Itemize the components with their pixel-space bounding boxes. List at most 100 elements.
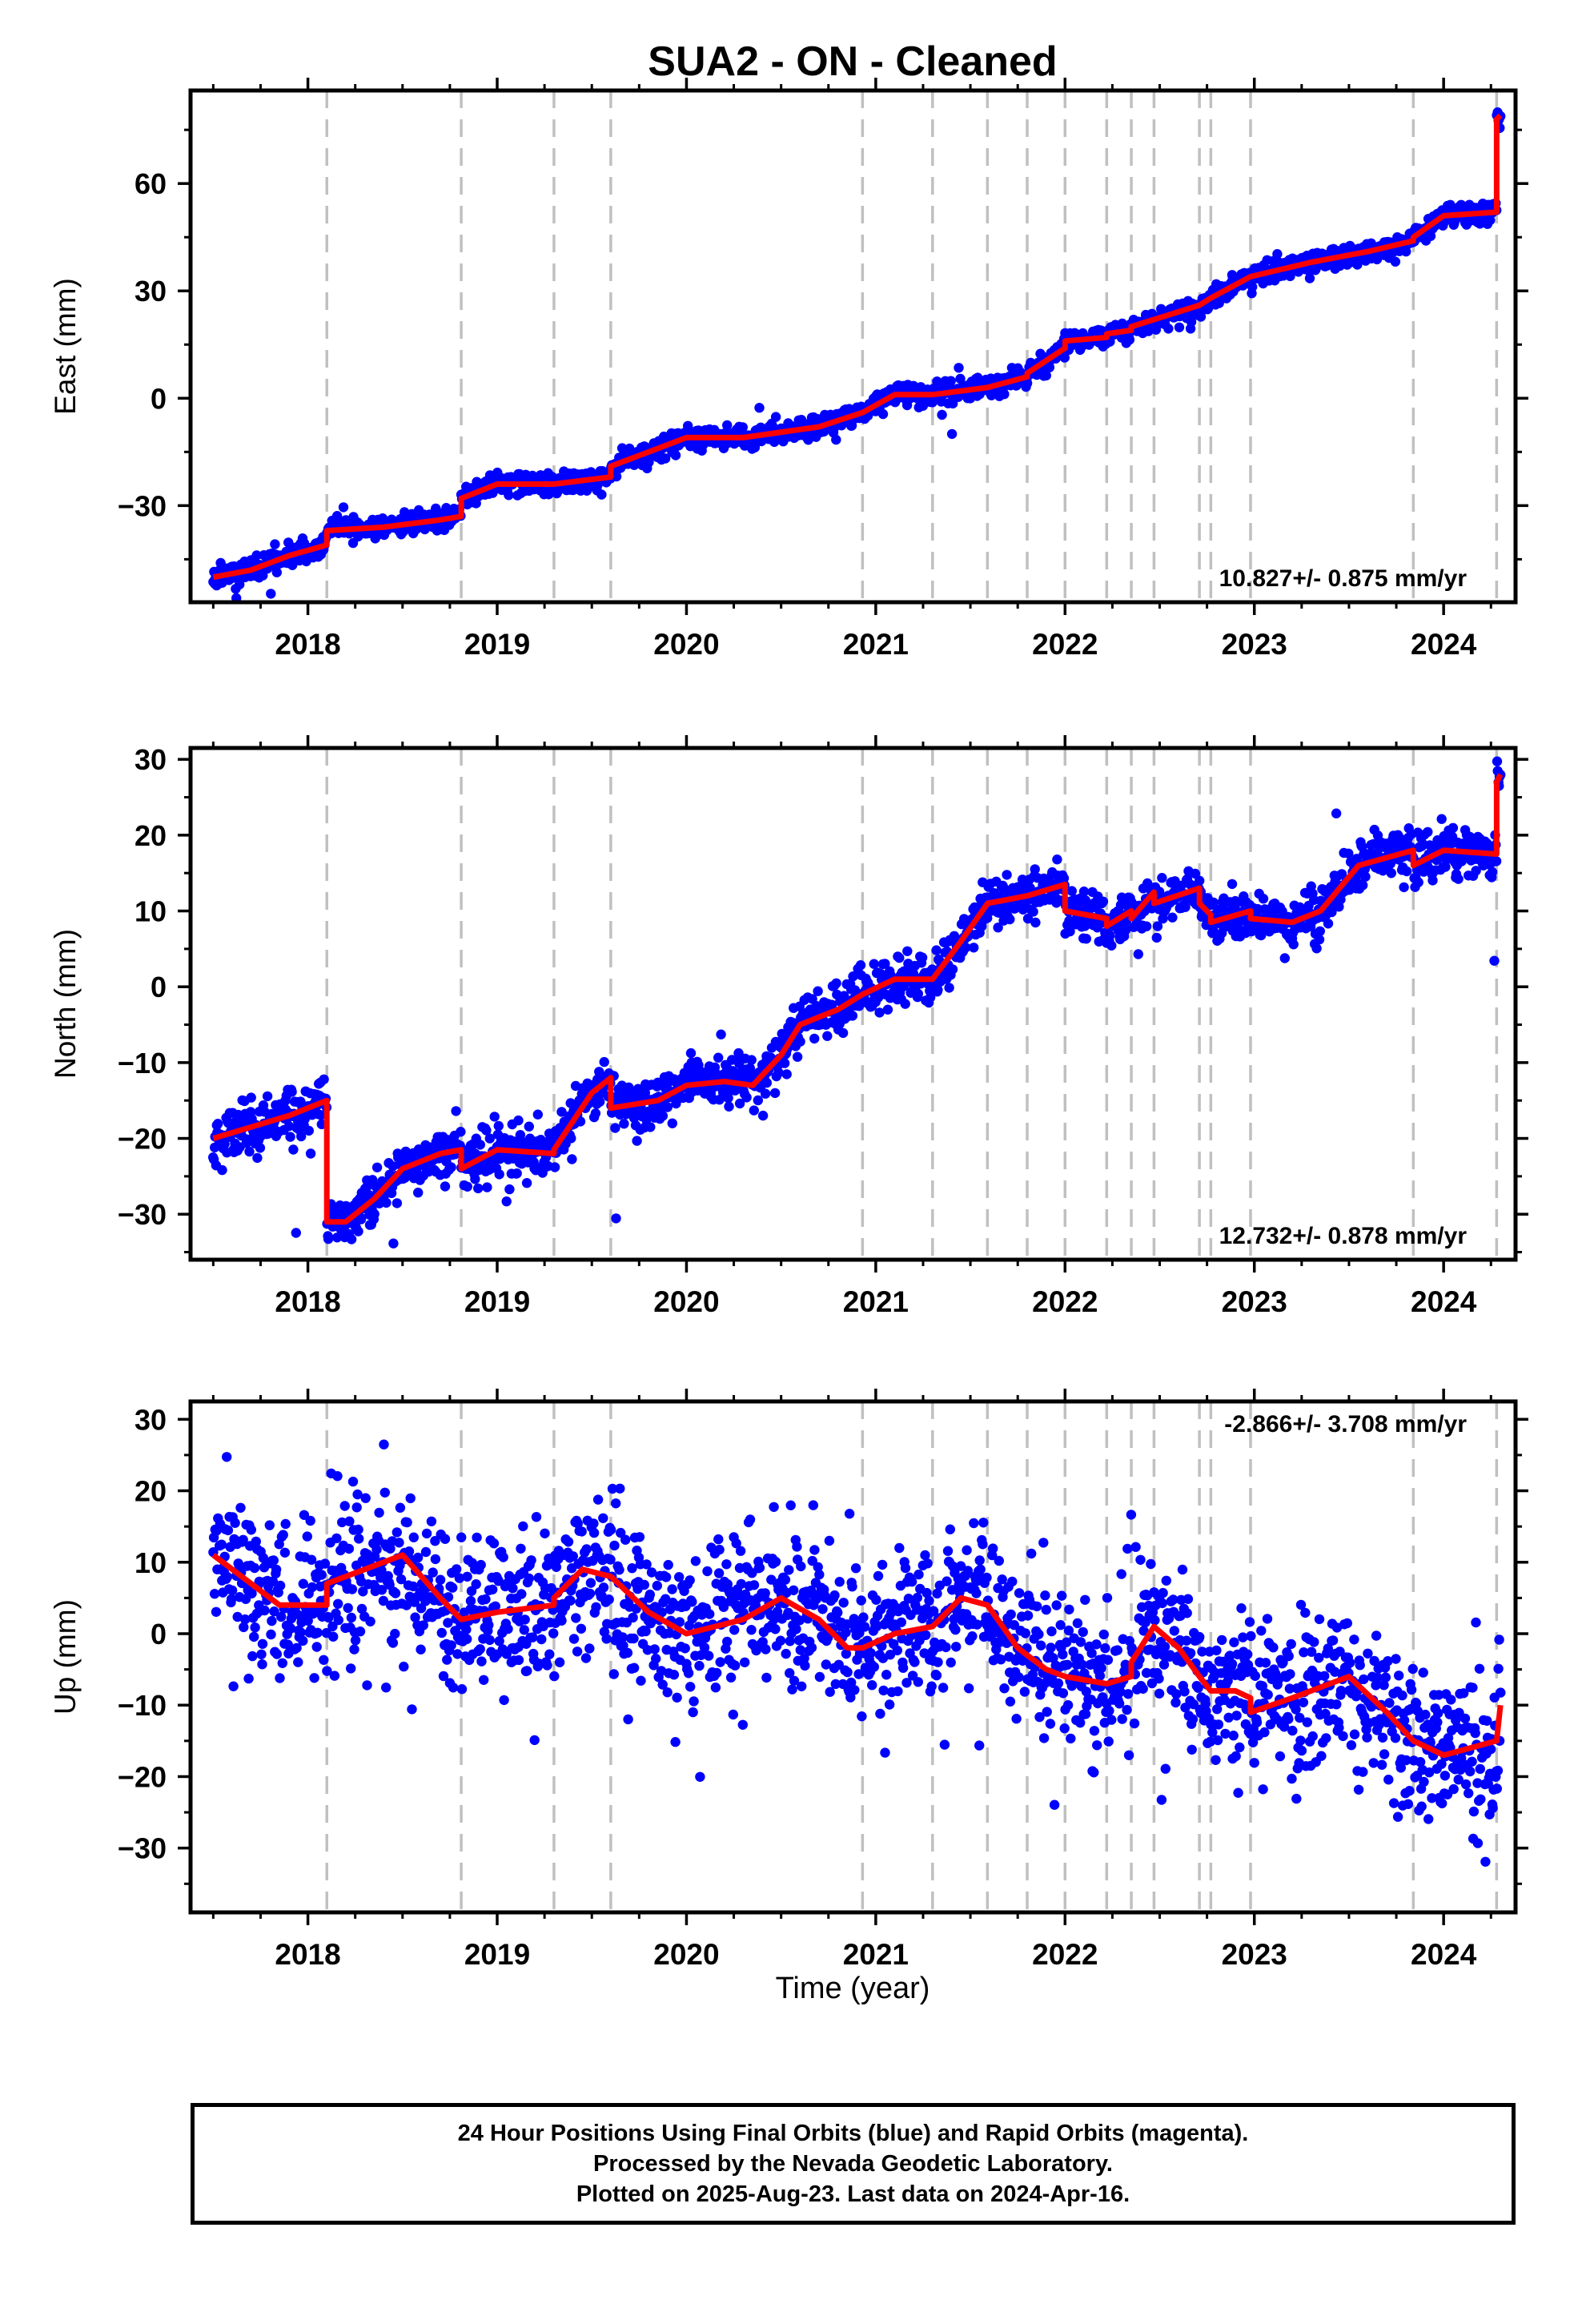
data-point: [694, 1660, 705, 1671]
data-point: [729, 1625, 740, 1635]
data-point: [575, 1116, 586, 1127]
data-point: [244, 1146, 255, 1157]
data-point: [620, 1534, 631, 1545]
data-point: [387, 1638, 399, 1648]
data-point: [1208, 897, 1219, 908]
data-point: [646, 1567, 657, 1578]
data-point: [390, 1628, 400, 1639]
data-point: [1447, 822, 1459, 834]
data-point: [674, 1572, 685, 1582]
data-point: [821, 1659, 832, 1670]
data-point: [663, 1559, 673, 1570]
data-point: [847, 1011, 858, 1021]
data-point: [822, 1632, 833, 1643]
data-point: [407, 1704, 417, 1715]
data-point: [728, 1709, 738, 1720]
data-point: [1323, 919, 1334, 929]
data-point: [640, 1088, 650, 1098]
data-point: [489, 1112, 500, 1122]
data-point: [556, 1615, 567, 1626]
data-point: [946, 376, 956, 386]
data-point: [402, 1517, 412, 1528]
step-lines: [325, 90, 1499, 602]
data-point: [331, 511, 343, 521]
data-point: [333, 1614, 343, 1626]
data-point: [528, 1632, 538, 1642]
data-point: [814, 1570, 825, 1580]
data-point: [522, 1666, 532, 1676]
data-point: [619, 1119, 629, 1129]
data-point: [332, 1471, 343, 1482]
data-point: [724, 1101, 734, 1112]
data-point: [672, 1692, 682, 1703]
data-point: [609, 1540, 620, 1551]
data-point: [754, 1562, 765, 1573]
data-point: [693, 1059, 704, 1071]
data-point: [657, 1679, 668, 1690]
data-point: [628, 1612, 638, 1623]
data-point: [761, 1077, 772, 1088]
data-point: [775, 1635, 786, 1646]
data-point: [1041, 370, 1052, 381]
data-point: [524, 1121, 534, 1132]
data-point: [394, 1538, 404, 1548]
data-point: [503, 1623, 513, 1634]
data-point: [572, 1647, 583, 1657]
data-point: [428, 1567, 438, 1578]
data-point: [615, 1483, 625, 1494]
data-point: [1167, 912, 1178, 923]
data-point: [1133, 949, 1144, 959]
axes-frame: [188, 88, 1518, 605]
data-point: [356, 1603, 367, 1614]
data-point: [1065, 926, 1075, 937]
data-point: [396, 1574, 407, 1585]
data-point: [328, 1631, 339, 1642]
data-point: [795, 1645, 805, 1655]
data-point: [362, 1680, 372, 1691]
data-point: [472, 1532, 482, 1543]
data-point: [448, 1582, 458, 1593]
data-point: [303, 1125, 314, 1136]
data-point: [222, 1452, 232, 1462]
data-point: [769, 1088, 781, 1099]
data-point: [243, 1673, 254, 1684]
data-point: [352, 1489, 363, 1500]
data-point: [454, 1573, 465, 1583]
x-tick-label: 2018: [275, 628, 340, 661]
data-point: [283, 1121, 295, 1132]
data-point: [805, 1585, 817, 1596]
data-point: [420, 1546, 432, 1558]
data-point: [256, 1649, 267, 1659]
x-tick-label: 2023: [1222, 628, 1287, 661]
data-point: [399, 1661, 409, 1672]
data-point: [309, 1673, 319, 1683]
x-tick-label: 2020: [653, 628, 719, 661]
data-point: [734, 1098, 745, 1109]
data-point: [493, 1120, 504, 1132]
x-tick-label: 2023: [1222, 1285, 1287, 1318]
data-point: [781, 1069, 792, 1080]
data-point: [476, 1656, 487, 1667]
data-point: [338, 502, 349, 513]
data-point: [346, 1612, 357, 1623]
data-point: [438, 1671, 449, 1682]
data-point: [1152, 921, 1163, 931]
data-point: [293, 1657, 303, 1667]
data-point: [358, 1586, 368, 1597]
data-point: [932, 376, 942, 387]
data-point: [1195, 875, 1205, 887]
data-point: [448, 1683, 459, 1693]
data-point: [223, 1525, 234, 1536]
data-point: [1044, 362, 1055, 372]
data-point: [690, 1556, 701, 1566]
data-point: [576, 1526, 587, 1537]
x-tick-label: 2022: [1032, 628, 1098, 661]
data-point: [605, 1525, 616, 1535]
data-point: [817, 1604, 828, 1614]
data-point: [627, 1563, 637, 1574]
data-point: [376, 1585, 387, 1595]
data-point: [660, 453, 671, 464]
rate-label: 10.827+/- 0.875 mm/yr: [1219, 565, 1468, 592]
data-point: [408, 1581, 419, 1592]
data-point: [379, 1439, 389, 1449]
